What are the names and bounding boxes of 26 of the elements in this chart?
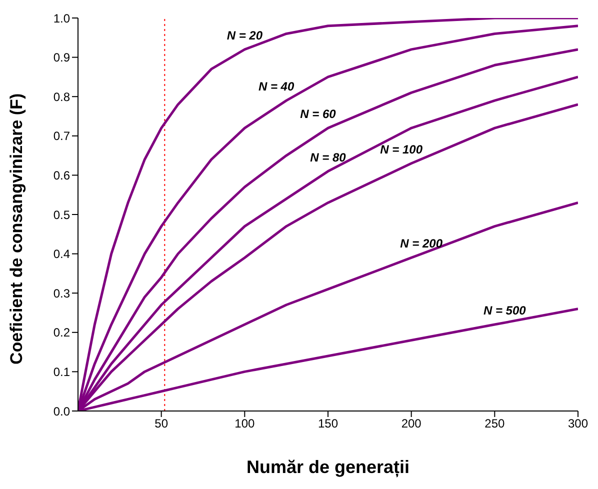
y-tick-label: 0.9 — [53, 50, 70, 65]
x-tick-label: 200 — [401, 416, 422, 431]
series-label: N = 200 — [400, 236, 443, 251]
y-tick-label: 0.5 — [53, 208, 70, 222]
x-tick-label: 250 — [484, 416, 505, 431]
series-label: N = 20 — [226, 28, 263, 42]
y-tick-label: 1.0 — [53, 11, 70, 26]
x-tick-label: 300 — [568, 416, 588, 431]
y-axis-title: Coeficient de consangvinizare (F) — [7, 93, 26, 364]
y-tick-label: 0.2 — [53, 326, 70, 340]
y-tick-label: 0.1 — [53, 364, 70, 379]
x-axis-title: Număr de generații — [246, 457, 410, 478]
x-tick-label: 100 — [234, 416, 255, 431]
series-label: N = 60 — [300, 107, 336, 122]
series-label: N = 80 — [310, 150, 346, 164]
y-tick-label: 0.8 — [53, 90, 70, 104]
y-tick-label: 0.7 — [53, 129, 70, 144]
y-tick-label: 0.0 — [53, 404, 70, 418]
x-tick-label: 50 — [154, 416, 168, 431]
y-tick-label: 0.4 — [53, 247, 70, 262]
y-tick-label: 0.6 — [53, 168, 70, 182]
x-tick-label: 150 — [318, 416, 338, 431]
y-tick-label: 0.3 — [53, 286, 70, 300]
series-label: N = 40 — [258, 80, 294, 94]
series-label: N = 500 — [483, 304, 526, 318]
series-label: N = 100 — [380, 142, 423, 156]
